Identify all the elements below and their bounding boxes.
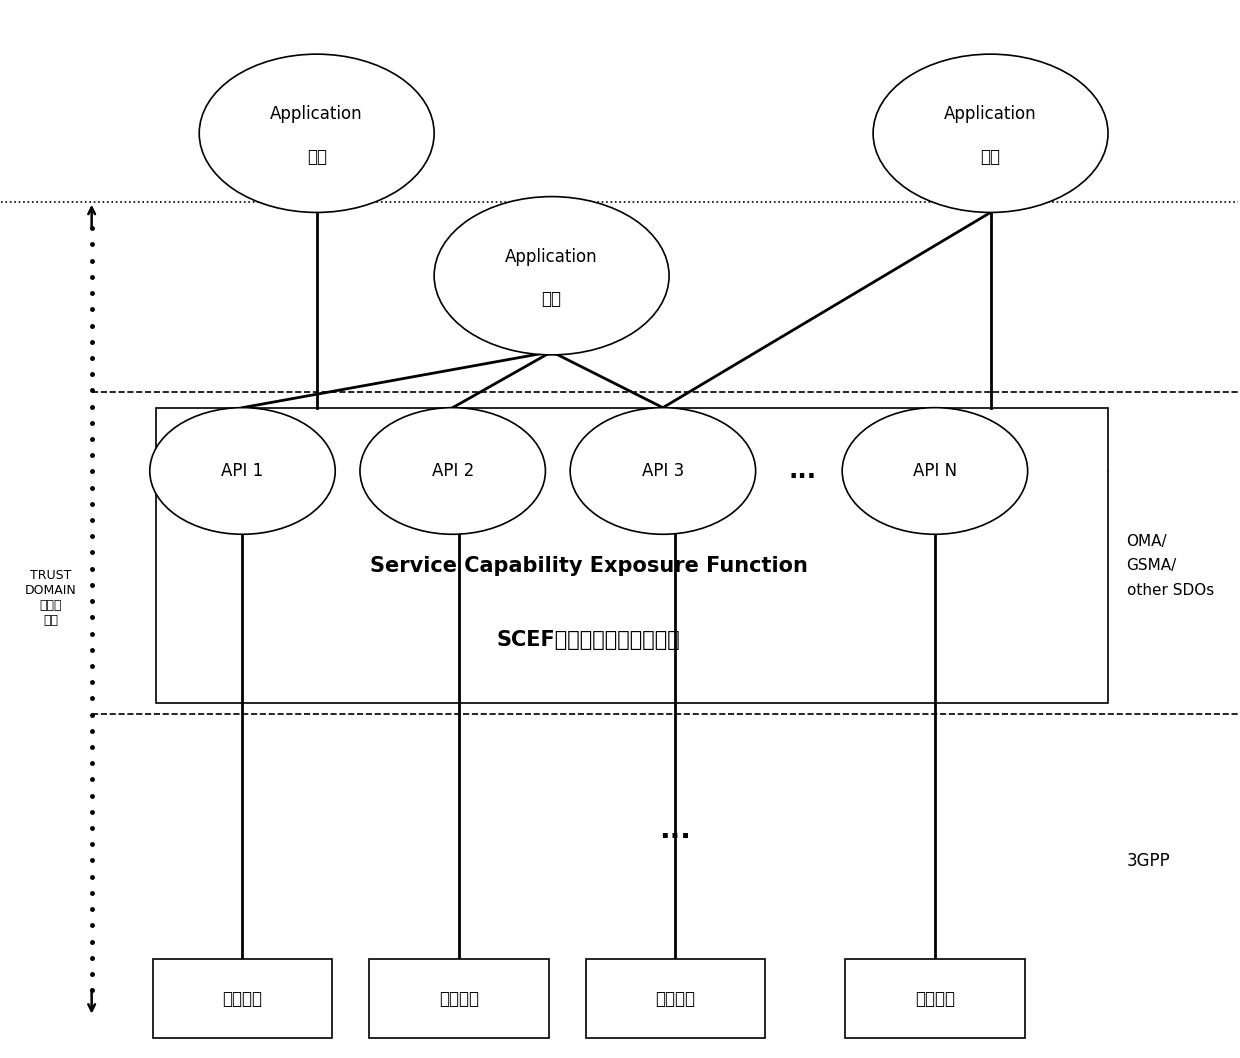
- Ellipse shape: [873, 54, 1109, 213]
- Text: 网络实体: 网络实体: [915, 989, 955, 1007]
- Text: ...: ...: [660, 816, 691, 843]
- Text: 应用: 应用: [542, 290, 562, 308]
- Text: API 3: API 3: [642, 462, 684, 480]
- Ellipse shape: [434, 197, 670, 354]
- Ellipse shape: [360, 407, 546, 534]
- Bar: [153, 959, 332, 1038]
- Text: Application: Application: [506, 248, 598, 266]
- Text: API N: API N: [913, 462, 957, 480]
- Ellipse shape: [200, 54, 434, 213]
- Text: 网络实体: 网络实体: [222, 989, 263, 1007]
- Text: 应用: 应用: [306, 147, 326, 165]
- Text: Service Capability Exposure Function: Service Capability Exposure Function: [370, 555, 807, 576]
- Text: OMA/
GSMA/
other SDOs: OMA/ GSMA/ other SDOs: [1127, 534, 1214, 598]
- Bar: [585, 959, 765, 1038]
- Text: TRUST
DOMAIN
（信任
域）: TRUST DOMAIN （信任 域）: [25, 568, 77, 626]
- Ellipse shape: [842, 407, 1028, 534]
- Text: ...: ...: [789, 459, 817, 482]
- Bar: [156, 407, 1109, 704]
- Bar: [846, 959, 1024, 1038]
- Text: 网络实体: 网络实体: [439, 989, 479, 1007]
- Text: 应用: 应用: [981, 147, 1001, 165]
- Text: API 2: API 2: [432, 462, 474, 480]
- Text: Application: Application: [944, 106, 1037, 124]
- Bar: [370, 959, 548, 1038]
- Ellipse shape: [150, 407, 335, 534]
- Text: Application: Application: [270, 106, 363, 124]
- Text: 3GPP: 3GPP: [1127, 853, 1171, 871]
- Ellipse shape: [570, 407, 755, 534]
- Text: SCEF（业务能力开放功能）: SCEF（业务能力开放功能）: [497, 630, 681, 650]
- Text: 网络实体: 网络实体: [655, 989, 696, 1007]
- Text: API 1: API 1: [222, 462, 264, 480]
